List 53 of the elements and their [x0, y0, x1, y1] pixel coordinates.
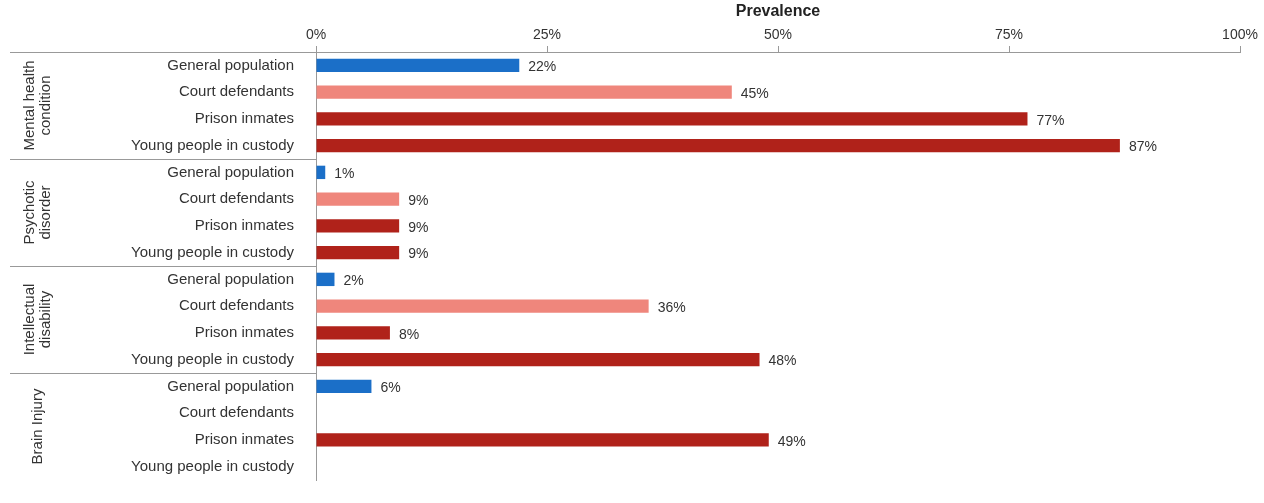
y-tick-label: Prison inmates — [194, 216, 294, 234]
bar — [316, 192, 400, 206]
bar — [316, 299, 649, 313]
y-tick-label: General population — [167, 55, 294, 73]
text: Intellectual disability — [20, 283, 54, 356]
y-tick-label: Court defendants — [178, 296, 294, 314]
text: Psychotic disorder — [20, 179, 54, 245]
y-tick-label: Court defendants — [178, 82, 294, 100]
x-tick-label: 0% — [305, 26, 327, 43]
y-tick-label: General population — [167, 162, 294, 180]
data-label: 48% — [768, 352, 797, 369]
data-label: 9% — [408, 218, 429, 235]
x-tick-label: 50% — [763, 26, 793, 43]
bar — [316, 245, 400, 260]
bar — [316, 58, 520, 73]
y-tick-label: Court defendants — [178, 403, 294, 421]
y-tick-label: Prison inmates — [194, 430, 294, 448]
bar — [316, 352, 760, 367]
data-label: 45% — [740, 84, 769, 101]
data-label: 36% — [657, 298, 686, 315]
bar — [316, 433, 769, 447]
x-tick-label: 100% — [1222, 26, 1258, 43]
x-axis-title: Prevalence — [735, 2, 821, 20]
bar — [316, 85, 732, 99]
data-label: 6% — [380, 379, 401, 396]
bar — [316, 272, 335, 287]
bar — [316, 219, 400, 233]
data-label: 8% — [398, 325, 420, 342]
y-tick-label: Young people in custody — [131, 456, 295, 474]
data-label: 1% — [334, 165, 355, 182]
y-tick-label: Court defendants — [178, 189, 294, 207]
data-label: 22% — [528, 58, 557, 75]
bar — [316, 326, 390, 340]
text: Brain Injury — [28, 388, 46, 465]
bar — [316, 138, 1120, 153]
data-label: 87% — [1128, 138, 1157, 155]
data-label: 9% — [408, 191, 429, 208]
y-tick-label: General population — [167, 269, 294, 287]
y-tick-label: Prison inmates — [194, 109, 294, 127]
data-label: 77% — [1036, 111, 1065, 128]
y-tick-label: Young people in custody — [131, 349, 295, 367]
data-label: 9% — [408, 245, 429, 262]
y-tick-label: Young people in custody — [131, 135, 295, 153]
y-tick-label: Prison inmates — [194, 323, 294, 341]
bar — [316, 379, 372, 394]
y-tick-label: General population — [167, 376, 294, 394]
x-tick-label: 75% — [994, 26, 1024, 43]
data-label: 49% — [777, 432, 806, 449]
y-tick-label: Young people in custody — [131, 242, 295, 260]
text: Mental health condition — [20, 60, 54, 151]
data-label: 2% — [343, 272, 364, 289]
x-tick-label: 25% — [532, 26, 562, 43]
bar — [316, 112, 1028, 126]
